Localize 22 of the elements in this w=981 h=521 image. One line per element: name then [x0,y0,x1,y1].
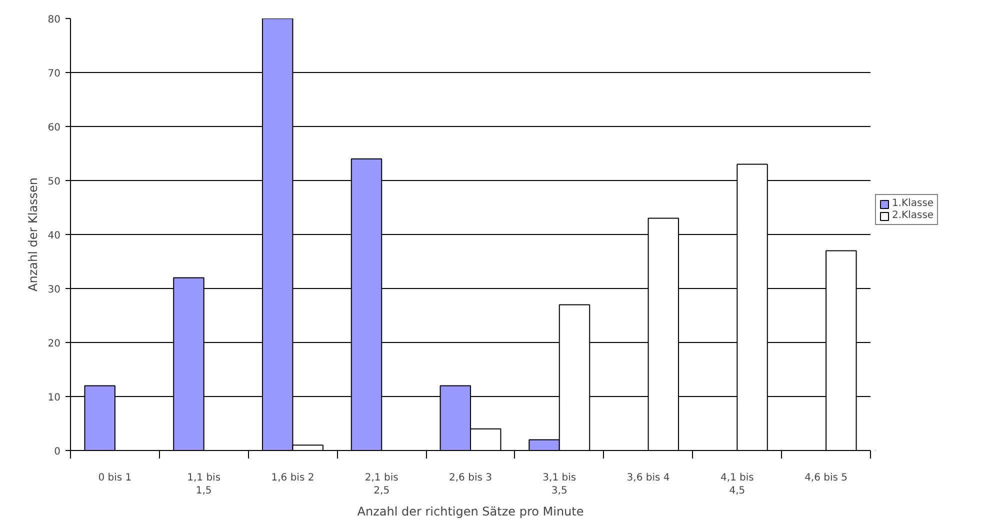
y-tick-label: 70 [48,68,61,80]
y-tick-label: 80 [48,14,61,26]
x-axis-title: Anzahl der richtigen Sätze pro Minute [357,504,584,519]
x-tick-label: 1,1 bis 1,5 [187,472,221,497]
legend-label: 2.Klasse [892,210,934,221]
y-tick-label: 10 [48,392,61,404]
x-tick-label: 2,6 bis 3 [449,472,492,484]
x-tick-label: 3,6 bis 4 [626,472,670,484]
y-tick-label: 40 [48,230,61,242]
x-tick-label: 3,1 bis 3,5 [542,472,576,497]
y-tick-label: 0 [54,446,61,458]
x-tick-label: 4,1 bis 4,5 [720,472,754,497]
y-tick-label: 60 [48,122,61,134]
legend-label: 1.Klasse [892,198,934,209]
y-tick-label: 30 [48,284,61,296]
x-tick-label: 2,1 bis 2,5 [364,472,398,497]
x-tick-label: 0 bis 1 [98,472,132,484]
x-tick-label: 4,6 bis 5 [804,472,848,484]
x-tick-label: 1,6 bis 2 [271,472,314,484]
y-tick-label: 50 [48,176,61,188]
y-tick-label: 20 [48,338,61,350]
y-axis-title: Anzahl der Klassen [26,177,40,292]
